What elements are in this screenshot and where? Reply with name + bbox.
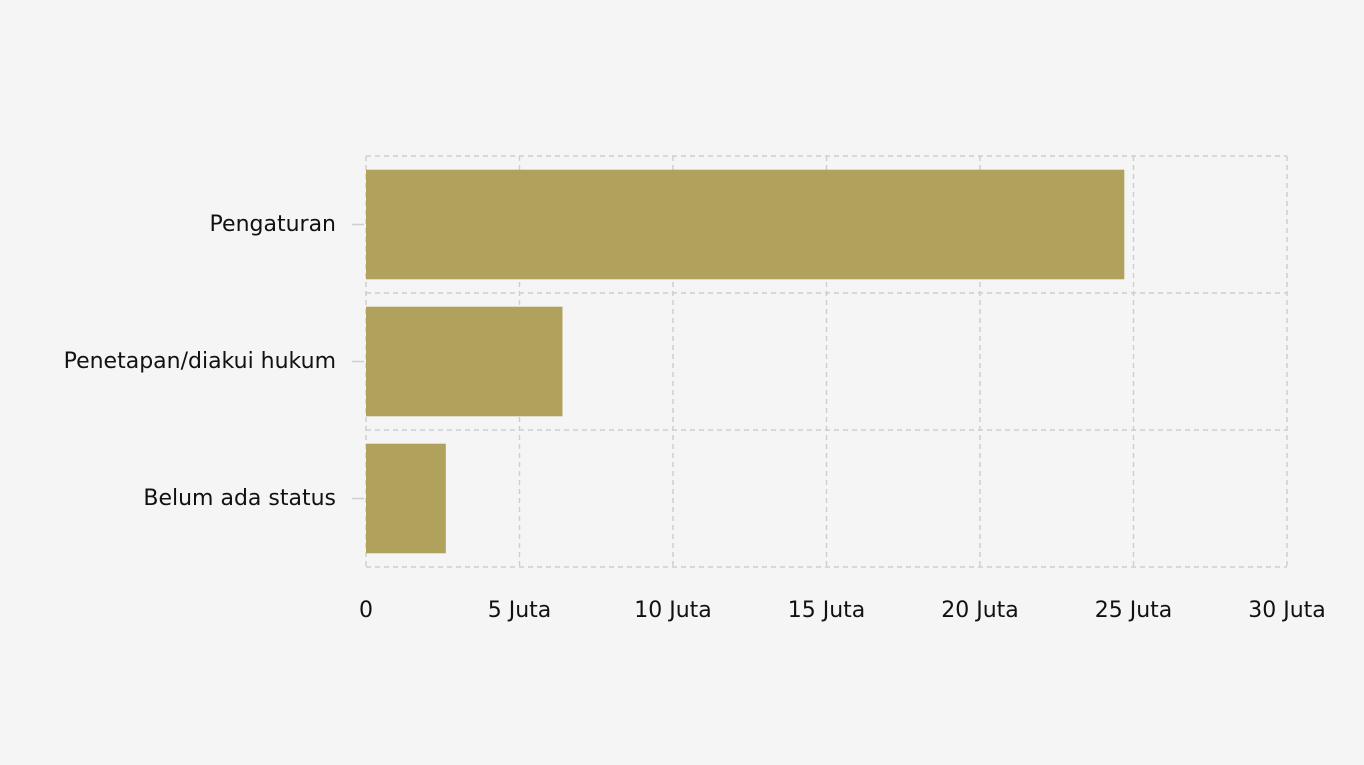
x-tick-label: 20 Juta — [941, 598, 1019, 623]
y-tick-label: Belum ada status — [143, 486, 336, 511]
y-tick-label: Penetapan/diakui hukum — [64, 349, 336, 374]
bar-3 — [366, 443, 446, 554]
bar-1 — [366, 169, 1125, 280]
x-tick-label: 30 Juta — [1248, 598, 1326, 623]
bar-layer — [366, 169, 1125, 554]
bar-2 — [366, 306, 563, 417]
y-tick-label: Pengaturan — [210, 212, 336, 237]
x-tick-label: 15 Juta — [788, 598, 866, 623]
x-tick-label: 10 Juta — [634, 598, 712, 623]
grid-layer — [365, 155, 1288, 568]
axis-layer: Pengaturan Penetapan/diakui hukum Belum ad… — [64, 212, 1326, 623]
x-tick-label: 5 Juta — [488, 598, 552, 623]
x-tick-label: 0 — [359, 598, 373, 623]
x-tick-label: 25 Juta — [1095, 598, 1173, 623]
